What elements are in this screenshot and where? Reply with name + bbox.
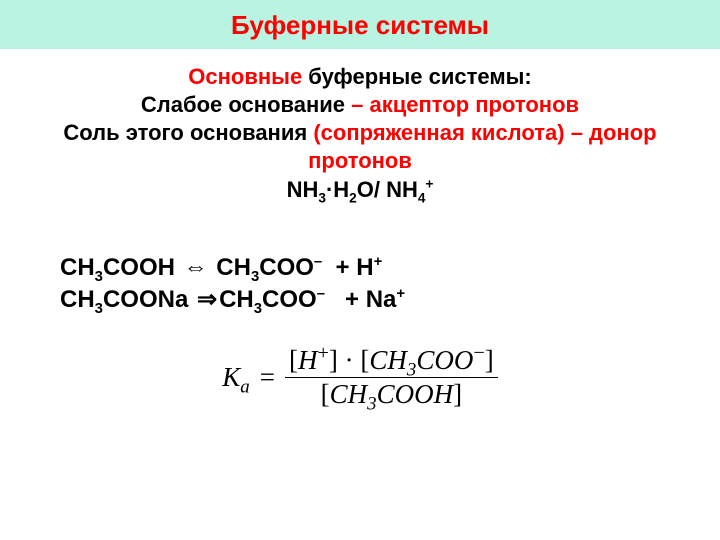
eq2-arrow: ⇒: [195, 286, 219, 313]
eq2-rhs-sup1: –: [317, 286, 325, 302]
num-open1: [: [289, 345, 298, 375]
ka-numerator: [H+] · [CH3COO−]: [285, 345, 498, 376]
num-CH: CH: [369, 345, 407, 375]
ka-fraction: [H+] · [CH3COO−] [CH3COOH]: [285, 345, 498, 410]
equation-2: CH3COONa ⇒CH3COO– + Na+: [60, 284, 700, 316]
eq1-rhs-sup2: +: [374, 254, 383, 270]
eq2-rhs-b: COO: [262, 286, 317, 313]
den-COOH: COOH: [377, 379, 454, 409]
intro-line1-black: буферные системы:: [302, 64, 532, 89]
eq1-arrow: ⇔: [182, 254, 210, 281]
den-close: ]: [453, 379, 462, 409]
num-COO: COO: [416, 345, 473, 375]
intro-line3-black: Соль этого основания: [63, 120, 313, 145]
intro-block: Основные буферные системы: Слабое основа…: [0, 49, 720, 208]
ka-denominator: [CH3COOH]: [317, 379, 466, 410]
eq1-lhs-b: COOH: [103, 254, 175, 281]
eq2-lhs-a: CH: [60, 286, 95, 313]
eq2-lhs-b: COONa: [103, 286, 188, 313]
eq2-rhs-sup2: +: [396, 286, 405, 302]
eq1-plus: + H: [322, 254, 373, 281]
eq1-rhs-sup1: –: [314, 254, 322, 270]
pair-b-sub: 4: [418, 190, 426, 205]
num-close-dot: ] ·: [329, 345, 354, 375]
fraction-bar: [285, 377, 498, 378]
page-title: Буферные системы: [231, 10, 489, 40]
pair-oslash: O/ NH: [357, 177, 418, 202]
eq1-rhs-a: CH: [216, 254, 251, 281]
eq1-lhs-sub: 3: [95, 269, 103, 285]
num-plus: +: [317, 342, 328, 364]
intro-line2-dash: –: [345, 92, 369, 117]
pair-a: NH: [287, 177, 319, 202]
intro-line2-black: Слабое основание: [141, 92, 345, 117]
ka-formula-block: Ka = [H+] · [CH3COO−] [CH3COOH]: [0, 317, 720, 410]
num-H: H: [298, 345, 318, 375]
eq2-rhs-sub: 3: [254, 301, 262, 317]
intro-line-2: Слабое основание – акцептор протонов: [20, 91, 700, 119]
title-bar: Буферные системы: [0, 0, 720, 49]
den-CH: CH: [330, 379, 368, 409]
eq2-lhs-sub: 3: [95, 301, 103, 317]
eq2-rhs-a: CH: [219, 286, 254, 313]
pair-mid: ·H: [326, 177, 349, 202]
pair-mid-sub: 2: [349, 190, 357, 205]
eq2-plus: + Na: [325, 286, 396, 313]
ka-symbol: Ka: [222, 362, 249, 393]
intro-line-1: Основные буферные системы:: [20, 63, 700, 91]
intro-line-3: Соль этого основания (сопряженная кислот…: [20, 119, 700, 175]
pair-a-sub: 3: [318, 190, 326, 205]
eq1-rhs-sub: 3: [251, 269, 259, 285]
num-open2: [: [360, 345, 369, 375]
pair-b-sup: +: [425, 176, 433, 191]
intro-line1-red: Основные: [188, 64, 302, 89]
equations-block: CH3COOH ⇔ CH3COO– + H+ CH3COONa ⇒CH3COO–…: [0, 208, 720, 317]
den-3: 3: [367, 393, 376, 414]
intro-line2-red: акцептор протонов: [370, 92, 580, 117]
ka-a: a: [240, 376, 249, 397]
ka-K: K: [222, 362, 240, 392]
num-minus: −: [473, 342, 484, 364]
num-close: ]: [485, 345, 494, 375]
ka-formula: Ka = [H+] · [CH3COO−] [CH3COOH]: [222, 345, 498, 410]
eq1-rhs-b: COO: [259, 254, 314, 281]
intro-line3-red: (сопряженная кислота) – донор протонов: [308, 120, 657, 173]
buffer-pair: NH3·H2O/ NH4+: [20, 176, 700, 204]
den-open: [: [321, 379, 330, 409]
ka-eq: =: [260, 362, 275, 393]
eq1-lhs-a: CH: [60, 254, 95, 281]
equation-1: CH3COOH ⇔ CH3COO– + H+: [60, 252, 700, 284]
